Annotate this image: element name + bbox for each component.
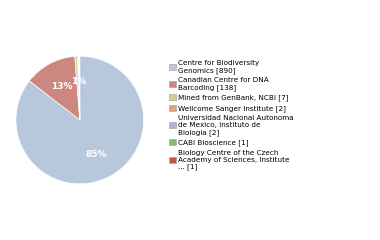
Wedge shape — [79, 56, 80, 120]
Wedge shape — [75, 56, 80, 120]
Wedge shape — [29, 56, 80, 120]
Wedge shape — [16, 56, 144, 184]
Text: 85%: 85% — [86, 150, 108, 159]
Wedge shape — [78, 56, 80, 120]
Wedge shape — [79, 56, 80, 120]
Text: 1%: 1% — [71, 77, 86, 86]
Wedge shape — [78, 56, 80, 120]
Legend: Centre for Biodiversity
Genomics [890], Canadian Centre for DNA
Barcoding [138],: Centre for Biodiversity Genomics [890], … — [168, 59, 296, 172]
Text: 13%: 13% — [51, 82, 72, 91]
